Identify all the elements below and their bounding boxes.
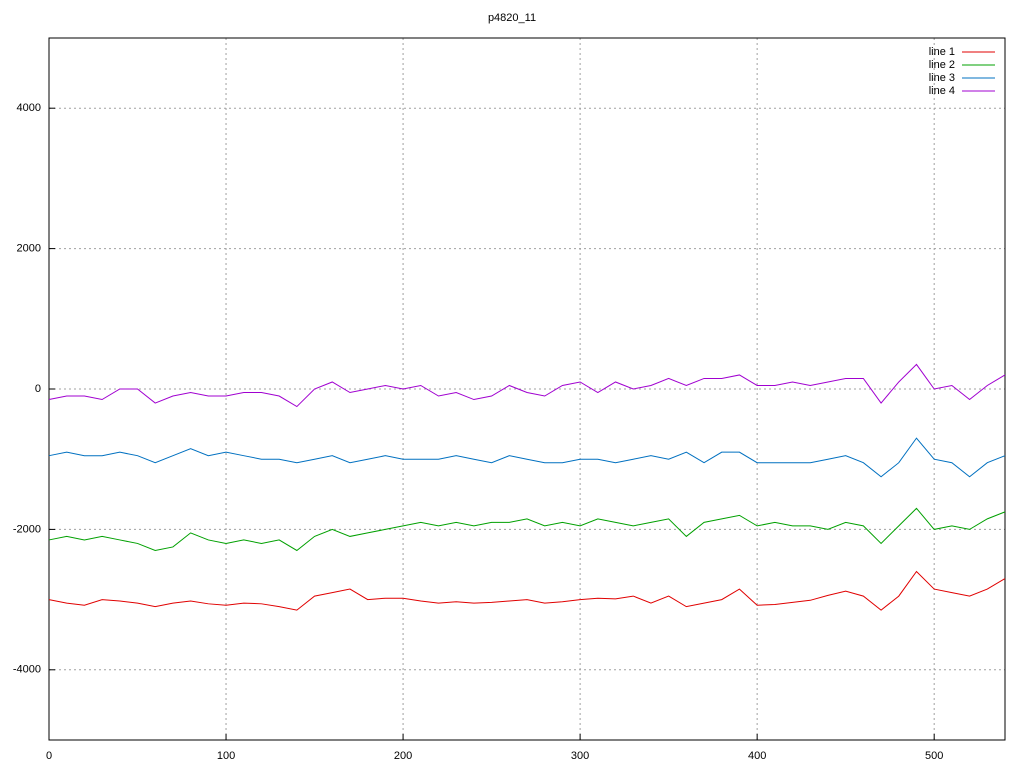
x-tick-label: 100 xyxy=(217,750,235,762)
y-tick-label: 4000 xyxy=(17,102,41,114)
legend-label: line 3 xyxy=(929,72,955,84)
x-tick-label: 200 xyxy=(394,750,412,762)
data-line xyxy=(48,507,1006,552)
plot-frame xyxy=(48,37,1006,741)
y-tick-label: 2000 xyxy=(17,243,41,255)
y-tick-label: 0 xyxy=(35,383,41,395)
data-line xyxy=(48,437,1006,478)
x-tick-label: 400 xyxy=(748,750,766,762)
data-line xyxy=(48,363,1006,408)
data-line xyxy=(48,570,1006,611)
y-tick-label: -4000 xyxy=(13,664,41,676)
chart-title: p4820_11 xyxy=(488,12,536,24)
x-tick-label: 300 xyxy=(571,750,589,762)
y-tick-label: -2000 xyxy=(13,523,41,535)
x-tick-label: 0 xyxy=(46,750,52,762)
x-tick-label: 500 xyxy=(925,750,943,762)
legend-label: line 4 xyxy=(929,85,955,97)
legend-label: line 2 xyxy=(929,59,955,71)
legend-label: line 1 xyxy=(929,46,955,58)
